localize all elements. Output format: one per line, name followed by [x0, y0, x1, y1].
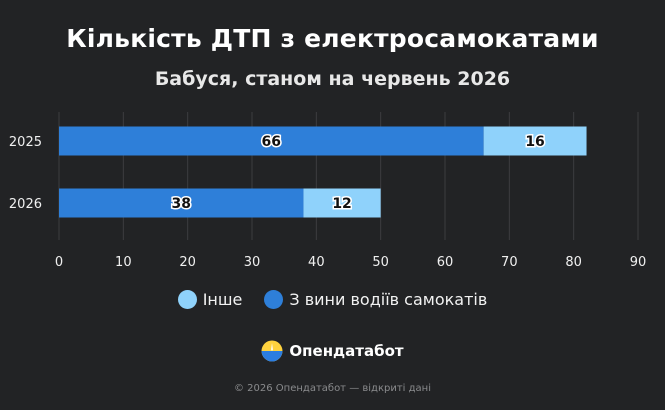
chart-title: Кількість ДТП з електросамокатами: [66, 24, 599, 53]
x-tick-label-0: 0: [55, 255, 63, 270]
x-tick-label-60: 60: [437, 255, 454, 270]
bar-scooter-fault-2026: [59, 188, 304, 218]
y-tick-label-2026: 2026: [9, 197, 42, 212]
x-axis-labels: 0 10 20 30 40 50 60 70 80 90: [55, 255, 646, 270]
data-label-scooter-fault-2025: 66: [262, 134, 281, 150]
brand-name: Опендатабот: [289, 342, 404, 360]
legend-item-other: Інше: [177, 290, 243, 309]
bar-other-2026: [303, 188, 381, 218]
legend: Інше З вини водіїв самокатів: [0, 290, 665, 309]
x-tick-label-40: 40: [308, 255, 325, 270]
legend-item-scooter-fault: З вини водіїв самокатів: [264, 290, 487, 309]
legend-label-other: Інше: [202, 290, 243, 309]
x-tick-label-50: 50: [372, 255, 389, 270]
y-axis-labels: 2025 2026: [9, 135, 42, 212]
bar-scooter-fault-2025: [59, 126, 484, 156]
opendatabot-logo-icon: [261, 340, 283, 362]
legend-label-scooter-fault: З вини водіїв самокатів: [289, 290, 488, 309]
bars: 66 16 38 12: [59, 126, 587, 218]
brand: Опендатабот: [0, 340, 665, 362]
x-tick-label-70: 70: [501, 255, 518, 270]
footer-copyright: © 2026 Опендатабот — відкриті дані: [234, 383, 431, 394]
chart-subtitle: Бабуся, станом на червень 2026: [154, 68, 511, 90]
x-tick-label-90: 90: [630, 255, 647, 270]
x-tick-label-10: 10: [115, 255, 132, 270]
x-tick-label-30: 30: [244, 255, 261, 270]
y-tick-label-2025: 2025: [9, 135, 42, 150]
data-label-other-2026: 12: [332, 196, 351, 212]
legend-swatch-other: [177, 290, 197, 309]
legend-swatch-scooter-fault: [264, 290, 284, 309]
x-tick-label-80: 80: [565, 255, 582, 270]
data-label-other-2025: 16: [525, 134, 544, 150]
x-tick-label-20: 20: [179, 255, 196, 270]
data-label-scooter-fault-2026: 38: [171, 196, 190, 212]
bar-other-2025: [483, 126, 587, 156]
